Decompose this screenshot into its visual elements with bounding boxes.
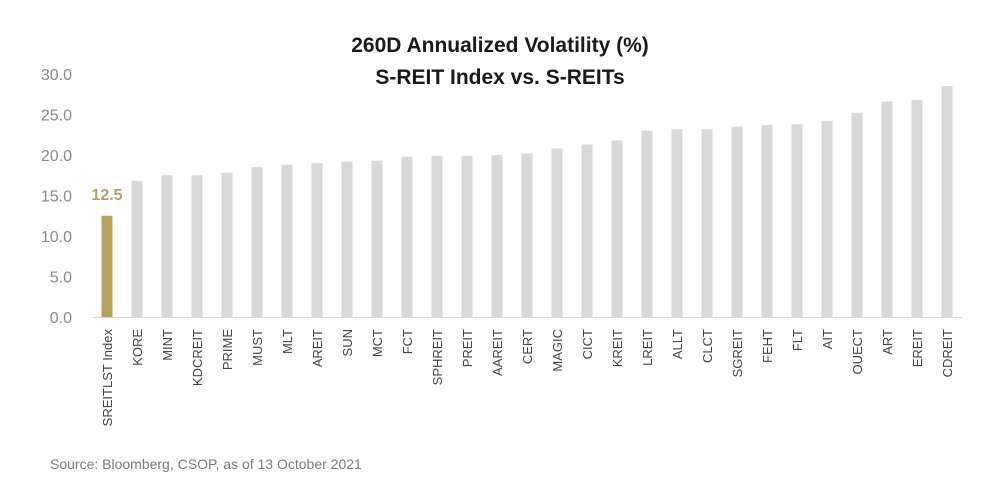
data-label: 12.5 <box>91 187 122 204</box>
x-tick-label: MINT <box>160 329 175 361</box>
x-tick-label: CERT <box>520 329 535 364</box>
bar <box>371 160 383 317</box>
bar <box>221 172 233 317</box>
y-tick-label: 15.0 <box>41 189 72 206</box>
source-note: Source: Bloomberg, CSOP, as of 13 Octobe… <box>50 456 362 472</box>
x-tick-label: ALLT <box>670 329 685 359</box>
x-tick-label: SREITLST Index <box>100 329 115 427</box>
y-tick-label: 10.0 <box>41 229 72 246</box>
chart-title-line-2: S-REIT Index vs. S-REITs <box>375 66 624 89</box>
x-tick-label: KDCREIT <box>190 329 205 386</box>
x-tick-label: PREIT <box>460 329 475 367</box>
x-tick-label: LREIT <box>640 329 655 366</box>
x-tick-label: MUST <box>250 329 265 366</box>
bar-series <box>101 86 953 318</box>
y-tick-label: 25.0 <box>41 108 72 125</box>
x-tick-label: MAGIC <box>550 329 565 372</box>
x-tick-label: MLT <box>280 329 295 354</box>
bar <box>881 101 893 317</box>
bar <box>581 144 593 317</box>
x-tick-label: CDREIT <box>940 329 955 377</box>
x-tick-label: ART <box>880 329 895 355</box>
data-labels: 12.5 <box>91 187 122 204</box>
bar <box>311 163 323 317</box>
x-tick-label: AREIT <box>310 329 325 367</box>
bar <box>491 155 503 317</box>
x-tick-label: FCT <box>400 329 415 354</box>
x-tick-label: SUN <box>340 329 355 356</box>
y-tick-label: 5.0 <box>50 270 72 287</box>
bar <box>521 153 533 317</box>
x-tick-label: AIT <box>820 329 835 349</box>
bar <box>941 86 953 318</box>
x-tick-label: CLCT <box>700 329 715 363</box>
bar <box>551 148 563 317</box>
bar <box>251 167 263 317</box>
y-tick-label: 20.0 <box>41 148 72 165</box>
x-tick-label: MCT <box>370 329 385 357</box>
y-axis: 0.0 5.0 10.0 15.0 20.0 25.0 30.0 <box>41 67 72 327</box>
bar-highlight <box>101 215 113 317</box>
x-tick-label: SGREIT <box>730 329 745 377</box>
bar <box>161 175 173 317</box>
x-tick-label: PRIME <box>220 329 235 371</box>
x-tick-label: CICT <box>580 329 595 359</box>
x-tick-label: KORE <box>130 329 145 366</box>
bar <box>761 125 773 317</box>
bar <box>851 112 863 317</box>
bar <box>911 99 923 317</box>
chart-title-line-1: 260D Annualized Volatility (%) <box>351 34 649 57</box>
bar <box>791 124 803 317</box>
x-tick-label: OUECT <box>850 329 865 375</box>
bar <box>281 164 293 317</box>
x-tick-label: FLT <box>790 329 805 351</box>
bar <box>191 175 203 317</box>
x-tick-label: KREIT <box>610 329 625 367</box>
x-axis-labels: SREITLST Index KORE MINT KDCREIT PRIME MUST ML… <box>100 329 955 427</box>
bar <box>731 126 743 318</box>
bar <box>701 129 713 317</box>
x-tick-label: AAREIT <box>490 329 505 376</box>
bar <box>821 120 833 317</box>
y-tick-label: 0.0 <box>50 310 72 327</box>
x-tick-label: FEHT <box>760 329 775 363</box>
bar <box>611 140 623 317</box>
bar <box>131 180 143 317</box>
bar <box>341 161 353 317</box>
bar <box>461 155 473 317</box>
bar <box>641 130 653 317</box>
x-tick-label: SPHREIT <box>430 329 445 385</box>
bar <box>671 129 683 317</box>
y-tick-label: 30.0 <box>41 67 72 84</box>
bar <box>401 156 413 317</box>
x-tick-label: EREIT <box>910 329 925 367</box>
bar <box>431 155 443 317</box>
